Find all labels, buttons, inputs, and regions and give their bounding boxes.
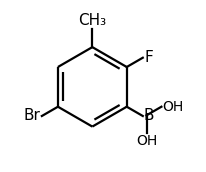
Text: F: F: [144, 50, 153, 65]
Text: OH: OH: [136, 134, 157, 148]
Text: Br: Br: [24, 109, 41, 123]
Text: OH: OH: [163, 100, 184, 114]
Text: CH₃: CH₃: [78, 13, 106, 28]
Text: B: B: [144, 108, 154, 123]
